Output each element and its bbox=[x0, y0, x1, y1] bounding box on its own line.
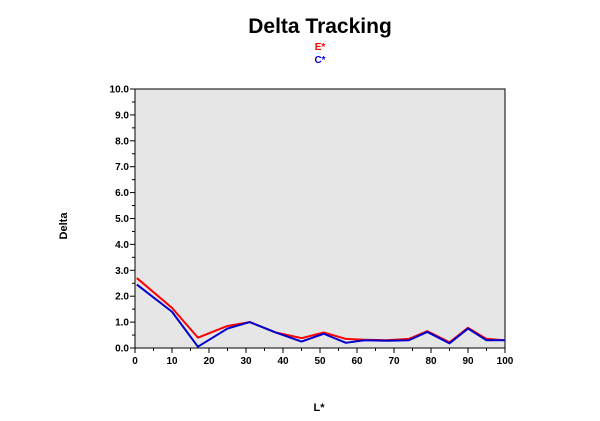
x-tick-label: 0 bbox=[132, 356, 138, 367]
y-tick-label: 1.0 bbox=[115, 318, 129, 329]
series-layer bbox=[136, 277, 506, 348]
x-axis-label: L* bbox=[314, 402, 326, 414]
y-tick-label: 10.0 bbox=[110, 85, 130, 96]
legend-entry-e: E* bbox=[315, 42, 326, 53]
x-tick-label: 40 bbox=[277, 356, 289, 367]
x-tick-label: 100 bbox=[497, 356, 514, 367]
y-tick-label: 6.0 bbox=[115, 188, 129, 199]
chart-title: Delta Tracking bbox=[248, 15, 392, 38]
legend: E* C* bbox=[314, 42, 325, 66]
y-tick-label: 9.0 bbox=[115, 110, 129, 121]
series-line-c bbox=[136, 283, 505, 348]
y-tick-label: 7.0 bbox=[115, 162, 129, 173]
y-tick-label: 8.0 bbox=[115, 136, 129, 147]
y-tick-label: 2.0 bbox=[115, 292, 129, 303]
x-tick-label: 70 bbox=[388, 356, 400, 367]
y-tick-label: 0.0 bbox=[115, 344, 129, 355]
axis-ticks: 0.0 1.0 2.0 3.0 4.0 5.0 6.0 7.0 8.0 9.0 10.0 0 10 20 3… bbox=[110, 85, 514, 368]
x-tick-label: 60 bbox=[351, 356, 363, 367]
x-tick-label: 10 bbox=[166, 356, 178, 367]
plot-area bbox=[134, 88, 506, 349]
y-tick-label: 5.0 bbox=[115, 214, 129, 225]
x-tick-label: 50 bbox=[314, 356, 326, 367]
y-tick-label: 4.0 bbox=[115, 240, 129, 251]
y-tick-label: 3.0 bbox=[115, 266, 129, 277]
y-axis-label: Delta bbox=[58, 212, 70, 240]
x-tick-label: 30 bbox=[240, 356, 252, 367]
x-tick-label: 90 bbox=[462, 356, 474, 367]
legend-entry-c: C* bbox=[314, 55, 325, 66]
x-tick-label: 80 bbox=[425, 356, 437, 367]
x-tick-label: 20 bbox=[203, 356, 215, 367]
